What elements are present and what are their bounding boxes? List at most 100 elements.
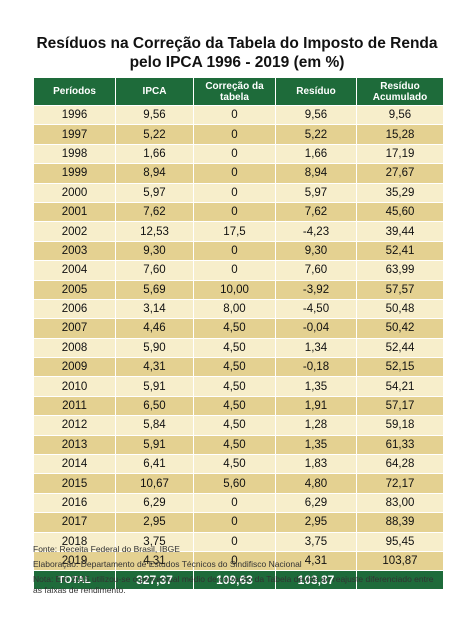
- cell-period: 2006: [33, 298, 116, 320]
- cell-period: 2003: [33, 240, 116, 262]
- cell-residuo-acumulado: 35,29: [356, 182, 444, 203]
- cell-ipca: 4,31: [115, 357, 194, 378]
- cell-ipca: 7,62: [115, 201, 194, 223]
- cell-residuo: 1,83: [275, 454, 357, 475]
- cell-period: 2014: [33, 454, 116, 475]
- col-header-ipca: IPCA: [115, 77, 194, 106]
- cell-residuo-acumulado: 95,45: [356, 531, 444, 552]
- col-header-correcao: Correção da tabela: [193, 77, 276, 106]
- table-row: 1997 5,22 0 5,22 15,28: [33, 124, 444, 145]
- cell-residuo: 2,95: [275, 512, 357, 533]
- cell-correcao: 0: [193, 240, 276, 262]
- cell-ipca: 5,97: [115, 182, 194, 203]
- cell-correcao: 0: [193, 104, 276, 126]
- cell-residuo: -4,23: [275, 221, 357, 242]
- cell-residuo-acumulado: 88,39: [356, 512, 444, 533]
- table-row: 1998 1,66 0 1,66 17,19: [33, 143, 444, 165]
- table-row: 2001 7,62 0 7,62 45,60: [33, 201, 444, 223]
- table-row: 2006 3,14 8,00 -4,50 50,48: [33, 298, 444, 320]
- cell-residuo: 4,31: [275, 550, 357, 572]
- cell-ipca: 9,56: [115, 104, 194, 126]
- cell-correcao: 8,00: [193, 298, 276, 320]
- cell-ipca: 1,66: [115, 143, 194, 165]
- cell-correcao: 0: [193, 163, 276, 184]
- cell-correcao: 5,60: [193, 473, 276, 494]
- table-row: 2018 3,75 0 3,75 95,45: [33, 531, 444, 552]
- cell-correcao: 0: [193, 260, 276, 281]
- total-residuo: 103,87: [275, 570, 357, 591]
- table-row: 1996 9,56 0 9,56 9,56: [33, 104, 444, 126]
- table-row: 2008 5,90 4,50 1,34 52,44: [33, 337, 444, 359]
- table-row: 2012 5,84 4,50 1,28 59,18: [33, 415, 444, 436]
- cell-ipca: 2,95: [115, 512, 194, 533]
- cell-correcao: 4,50: [193, 454, 276, 475]
- cell-period: 1997: [33, 124, 116, 145]
- cell-period: 2017: [33, 512, 116, 533]
- cell-residuo: 1,91: [275, 395, 357, 417]
- cell-correcao: 4,50: [193, 415, 276, 436]
- cell-residuo-acumulado: 9,56: [356, 104, 444, 126]
- cell-period: 2015: [33, 473, 116, 494]
- cell-residuo: 5,22: [275, 124, 357, 145]
- cell-residuo-acumulado: 15,28: [356, 124, 444, 145]
- cell-residuo-acumulado: 50,42: [356, 318, 444, 339]
- header-row: Períodos IPCA Correção da tabela Resíduo…: [33, 77, 444, 106]
- col-header-periodos: Períodos: [33, 77, 116, 106]
- cell-period: 2018: [33, 531, 116, 552]
- cell-residuo: 1,35: [275, 376, 357, 397]
- cell-residuo: 1,28: [275, 415, 357, 436]
- cell-correcao: 0: [193, 512, 276, 533]
- cell-correcao: 0: [193, 143, 276, 165]
- col-header-residuo-acumulado: Resíduo Acumulado: [356, 77, 444, 106]
- total-ipca: 327,37: [115, 570, 194, 591]
- table-header: Períodos IPCA Correção da tabela Resíduo…: [33, 77, 444, 106]
- table-row: 2003 9,30 0 9,30 52,41: [33, 240, 444, 262]
- cell-ipca: 7,60: [115, 260, 194, 281]
- cell-residuo-acumulado: 59,18: [356, 415, 444, 436]
- cell-period: 2009: [33, 357, 116, 378]
- cell-ipca: 12,53: [115, 221, 194, 242]
- cell-period: 2012: [33, 415, 116, 436]
- cell-residuo: 6,29: [275, 492, 357, 514]
- cell-period: 1999: [33, 163, 116, 184]
- cell-correcao: 0: [193, 201, 276, 223]
- cell-residuo: -0,04: [275, 318, 357, 339]
- cell-ipca: 5,69: [115, 279, 194, 300]
- cell-period: 2004: [33, 260, 116, 281]
- cell-residuo-acumulado: 27,67: [356, 163, 444, 184]
- cell-period: 2016: [33, 492, 116, 514]
- cell-residuo-acumulado: 50,48: [356, 298, 444, 320]
- cell-period: 2013: [33, 434, 116, 456]
- cell-residuo-acumulado: 61,33: [356, 434, 444, 456]
- total-residuo-acumulado: [356, 570, 444, 591]
- cell-residuo: 7,60: [275, 260, 357, 281]
- table-row: 2000 5,97 0 5,97 35,29: [33, 182, 444, 203]
- table-body: 1996 9,56 0 9,56 9,56 1997 5,22 0 5,22 15,28 1998 1…: [33, 104, 444, 591]
- source-note: Fonte: Receita Federal do Brasil, IBGE: [33, 544, 180, 554]
- table-row: 2009 4,31 4,50 -0,18 52,15: [33, 357, 444, 378]
- table-row: 2017 2,95 0 2,95 88,39: [33, 512, 444, 533]
- cell-residuo: 4,80: [275, 473, 357, 494]
- table-row: 2016 6,29 0 6,29 83,00: [33, 492, 444, 514]
- cell-ipca: 6,41: [115, 454, 194, 475]
- table-row: 2013 5,91 4,50 1,35 61,33: [33, 434, 444, 456]
- table-row: 2007 4,46 4,50 -0,04 50,42: [33, 318, 444, 339]
- cell-correcao: 4,50: [193, 434, 276, 456]
- cell-ipca: 5,22: [115, 124, 194, 145]
- table-title: Resíduos na Correção da Tabela do Impost…: [0, 34, 474, 72]
- cell-period: 2007: [33, 318, 116, 339]
- cell-residuo: 9,56: [275, 104, 357, 126]
- table-row: 2010 5,91 4,50 1,35 54,21: [33, 376, 444, 397]
- col-header-residuo: Resíduo: [275, 77, 357, 106]
- total-row: TOTAL 327,37 109,63 103,87: [33, 570, 444, 591]
- cell-ipca: 5,91: [115, 434, 194, 456]
- cell-residuo-acumulado: 52,44: [356, 337, 444, 359]
- total-label: TOTAL: [33, 570, 116, 591]
- cell-correcao: 4,50: [193, 395, 276, 417]
- cell-period: 2005: [33, 279, 116, 300]
- cell-correcao: 10,00: [193, 279, 276, 300]
- cell-residuo-acumulado: 103,87: [356, 550, 444, 572]
- cell-residuo-acumulado: 17,19: [356, 143, 444, 165]
- cell-period: 2001: [33, 201, 116, 223]
- cell-period: 2008: [33, 337, 116, 359]
